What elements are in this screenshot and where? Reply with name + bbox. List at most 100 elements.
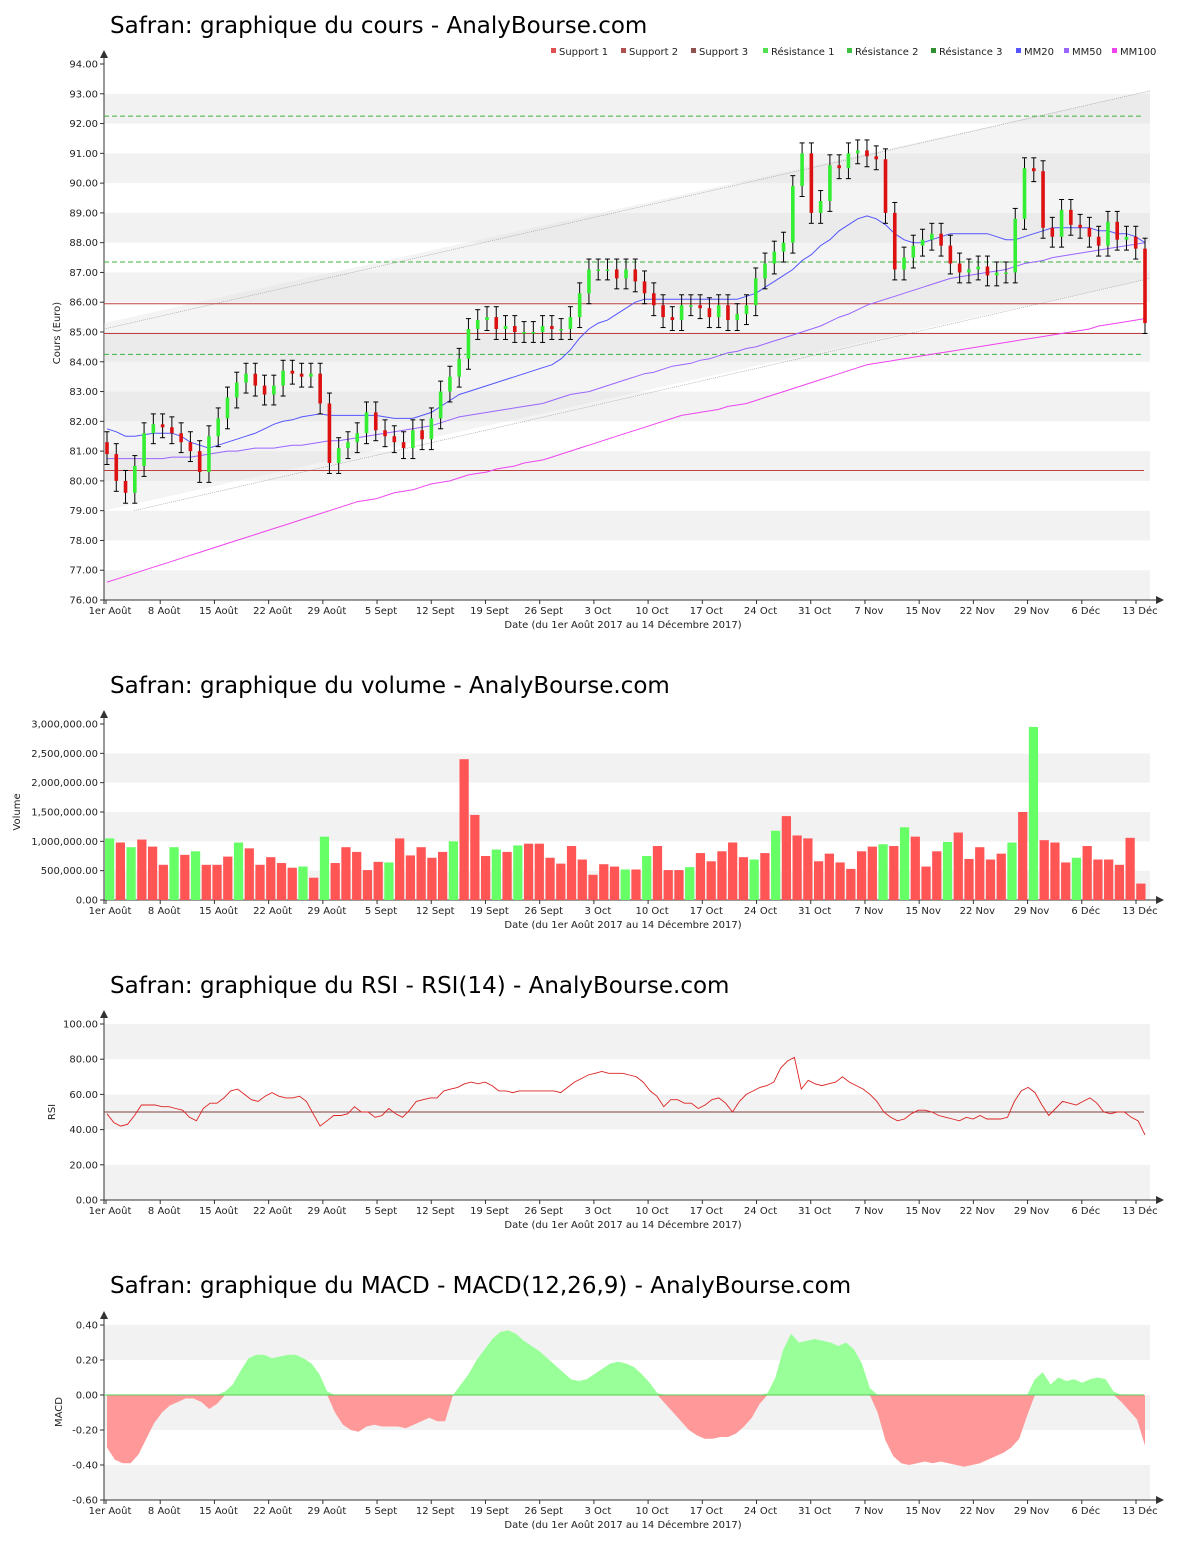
legend-label: MM20 xyxy=(1024,47,1054,58)
candle-down xyxy=(392,436,397,443)
rsi-xtick-label: 6 Déc xyxy=(1071,1205,1100,1217)
candle-up xyxy=(151,424,156,434)
volume-bar xyxy=(577,859,587,900)
candle-down xyxy=(985,266,990,276)
candle-up xyxy=(920,239,925,246)
volume-bar xyxy=(556,863,566,900)
volume-bar xyxy=(566,846,577,900)
legend-label: Support 1 xyxy=(559,47,608,58)
volume-bar xyxy=(319,836,330,900)
candle-up xyxy=(930,233,934,240)
rsi-xtick-label: 1er Août xyxy=(89,1205,132,1217)
volume-bar xyxy=(158,864,168,900)
volume-xtick-label: 26 Sept xyxy=(524,906,563,917)
candle-up xyxy=(1124,236,1129,240)
rsi-xtick-label: 29 Nov xyxy=(1014,1206,1050,1217)
candle-down xyxy=(1069,209,1073,225)
volume-bar xyxy=(169,847,179,900)
price-xtick-label: 15 Août xyxy=(199,605,238,617)
volume-bar xyxy=(448,841,458,900)
volume-bar xyxy=(502,851,512,900)
candle-up xyxy=(346,442,350,449)
price-ytick-label: 82.00 xyxy=(69,417,98,428)
volume-xtick-label: 29 Août xyxy=(307,905,346,917)
price-yaxis-arrow xyxy=(100,50,108,58)
candle-up xyxy=(216,418,221,437)
candle-up xyxy=(568,317,573,330)
volume-bar xyxy=(824,853,834,900)
candle-up xyxy=(1004,272,1008,274)
candle-down xyxy=(1133,236,1138,249)
volume-bar xyxy=(1050,842,1060,900)
candle-up xyxy=(364,412,369,434)
macd-xtick-label: 8 Août xyxy=(148,1505,181,1517)
candle-up xyxy=(1022,168,1027,219)
price-xtick-label: 5 Sept xyxy=(365,606,397,617)
volume-ytick-label: 1,500,000.00 xyxy=(31,808,98,819)
rsi-chart: Safran: graphique du RSI - RSI(14) - Ana… xyxy=(47,973,1164,1231)
macd-xtick-label: 13 Déc xyxy=(1122,1505,1157,1517)
candle-down xyxy=(373,412,378,431)
volume-xtick-label: 1er Août xyxy=(89,905,132,917)
price-xaxis-arrow xyxy=(1156,596,1164,604)
price-xtick-label: 8 Août xyxy=(148,605,181,617)
candle-down xyxy=(197,451,202,472)
volume-xtick-label: 7 Nov xyxy=(854,906,883,917)
volume-bar xyxy=(642,856,652,900)
macd-ytick-label: -0.20 xyxy=(72,1426,98,1437)
volume-bar xyxy=(846,868,856,900)
candle-up xyxy=(818,200,823,213)
volume-bar xyxy=(233,842,244,900)
candle-down xyxy=(874,156,879,160)
rsi-xtick-label: 5 Sept xyxy=(365,1206,397,1217)
volume-bar xyxy=(405,855,416,900)
volume-bar xyxy=(137,839,147,900)
volume-xtick-label: 5 Sept xyxy=(365,906,397,917)
volume-bar xyxy=(749,859,759,900)
volume-bar xyxy=(523,843,534,900)
volume-bar xyxy=(663,870,673,900)
volume-bar xyxy=(126,847,136,900)
rsi-band xyxy=(104,1129,1150,1165)
price-band xyxy=(104,64,1150,94)
volume-bar xyxy=(717,851,727,900)
volume-bar xyxy=(964,858,974,900)
volume-bar xyxy=(803,838,813,900)
volume-bar xyxy=(1007,842,1017,900)
candle-down xyxy=(327,403,332,464)
price-ytick-label: 88.00 xyxy=(69,238,98,249)
volume-bar xyxy=(180,854,190,900)
price-xtick-label: 15 Nov xyxy=(905,606,941,617)
volume-bar xyxy=(223,856,233,900)
candle-down xyxy=(550,326,554,330)
rsi-xtick-label: 31 Oct xyxy=(798,1206,831,1217)
macd-xtick-label: 15 Août xyxy=(199,1505,238,1517)
price-trend-channel xyxy=(104,90,1150,511)
volume-bar xyxy=(921,866,931,900)
mm100-line xyxy=(106,318,1146,583)
volume-xtick-label: 15 Nov xyxy=(905,906,941,917)
candle-up xyxy=(466,329,471,359)
legend-swatch xyxy=(763,48,768,53)
candle-down xyxy=(1078,224,1082,228)
volume-bar xyxy=(728,842,738,900)
macd-chart-ylabel: MACD xyxy=(54,1397,65,1427)
price-ytick-label: 94.00 xyxy=(69,60,98,71)
rsi-xtick-label: 22 Nov xyxy=(960,1206,996,1217)
rsi-chart-ylabel: RSI xyxy=(47,1104,58,1120)
volume-bar xyxy=(212,864,222,900)
price-band xyxy=(104,212,1150,243)
candle-up xyxy=(744,305,749,315)
candle-down xyxy=(290,370,295,374)
candle-up xyxy=(716,305,721,318)
volume-xtick-label: 3 Oct xyxy=(584,906,611,917)
candle-up xyxy=(142,433,146,466)
candle-down xyxy=(494,317,499,330)
volume-bar xyxy=(932,851,942,900)
candle-down xyxy=(1096,236,1101,246)
volume-chart-ylabel: Volume xyxy=(12,793,23,830)
volume-bar xyxy=(792,835,802,900)
candle-up xyxy=(1106,221,1110,246)
rsi-chart-xlabel: Date (du 1er Août 2017 au 14 Décembre 20… xyxy=(504,1219,741,1231)
